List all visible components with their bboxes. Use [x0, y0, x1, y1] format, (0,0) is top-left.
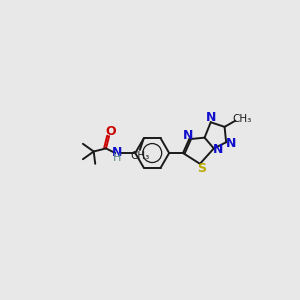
Text: CH₃: CH₃	[130, 151, 149, 161]
Text: N: N	[112, 146, 123, 159]
Text: S: S	[197, 162, 206, 175]
Text: H: H	[113, 153, 122, 164]
Text: O: O	[105, 125, 116, 138]
Text: N: N	[212, 143, 223, 156]
Text: N: N	[206, 111, 217, 124]
Text: N: N	[226, 136, 236, 149]
Text: CH₃: CH₃	[232, 114, 251, 124]
Text: N: N	[182, 129, 193, 142]
